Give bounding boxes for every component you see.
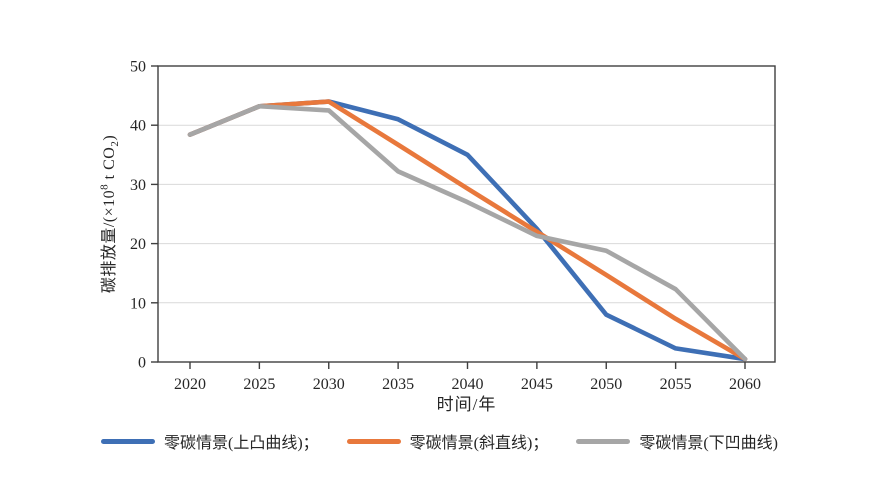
x-tick-label: 2050: [590, 376, 622, 393]
x-tick-label: 2020: [174, 376, 206, 393]
x-tick-label: 2045: [521, 376, 553, 393]
y-tick-label: 30: [130, 177, 146, 194]
y-tick-label: 50: [130, 59, 146, 76]
legend-label-straight: 零碳情景(斜直线)；: [409, 435, 549, 452]
x-tick-label: 2055: [660, 376, 692, 393]
y-tick-label: 20: [130, 236, 146, 253]
y-tick-label: 40: [130, 118, 146, 135]
y-axis-title: 碳排放量/(×108 t CO2): [95, 134, 122, 294]
legend: 零碳情景(上凸曲线)； 零碳情景(斜直线)； 零碳情景(下凹曲线): [0, 429, 879, 453]
legend-label-concave: 零碳情景(下凹曲线): [639, 435, 778, 452]
y-axis-title-pre: 碳排放量/(×10: [100, 189, 118, 294]
legend-item-concave: 零碳情景(下凹曲线): [576, 429, 778, 453]
legend-item-convex: 零碳情景(上凸曲线)；: [100, 429, 319, 453]
x-tick-label: 2035: [382, 376, 414, 393]
series-line-2: [187, 103, 748, 362]
series-line-1: [187, 99, 748, 362]
y-axis-title-sub: 2: [109, 140, 122, 147]
plot-border: [157, 65, 776, 363]
series-line-0: [187, 99, 748, 362]
x-axis-title: 时间/年: [436, 395, 497, 414]
x-tick-label: 2040: [452, 376, 484, 393]
x-tick-label: 2025: [243, 376, 275, 393]
legend-item-straight: 零碳情景(斜直线)；: [346, 429, 549, 453]
legend-label-convex: 零碳情景(上凸曲线)；: [163, 435, 319, 452]
y-tick-label: 0: [138, 355, 146, 372]
y-axis-title-post: ): [100, 134, 118, 141]
legend-line-swatch-straight: [346, 438, 401, 444]
y-axis-title-sup: 8: [98, 183, 111, 190]
x-tick-label: 2030: [313, 376, 345, 393]
y-axis-title-mid: t CO: [100, 146, 118, 184]
y-tick-label: 10: [130, 295, 146, 312]
legend-line-swatch-convex: [100, 438, 155, 444]
legend-line-swatch-concave: [576, 438, 631, 444]
x-tick-label: 2060: [729, 376, 761, 393]
